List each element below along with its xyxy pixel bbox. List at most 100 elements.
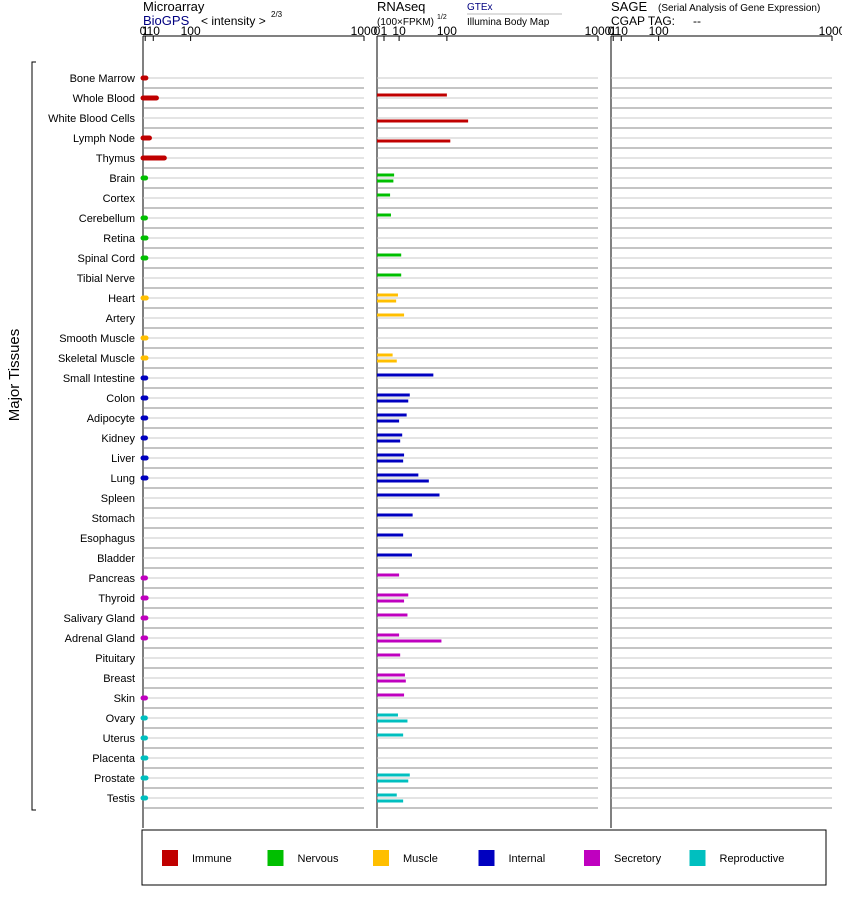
tissue-label: Adipocyte xyxy=(87,413,135,425)
tissue-row: Breast xyxy=(103,673,832,689)
tissue-row: Lymph Node xyxy=(73,133,832,149)
legend-item: Immune xyxy=(162,850,232,866)
tissue-row: Stomach xyxy=(92,513,832,529)
tissue-row: Adrenal Gland xyxy=(65,633,832,649)
legend-label: Nervous xyxy=(298,853,339,865)
tissue-label: Bladder xyxy=(97,553,135,565)
tissue-row: Thymus xyxy=(96,153,832,169)
tissue-label: Adrenal Gland xyxy=(65,633,135,645)
legend-swatch xyxy=(373,850,389,866)
rnaseq-title: RNAseq xyxy=(377,0,425,14)
axis-tick-label: 0 xyxy=(374,24,381,38)
axis-tick-label: 0 xyxy=(140,24,147,38)
axis-tick-label: 10 xyxy=(615,24,629,38)
major-tissues-label: Major Tissues xyxy=(6,329,23,422)
tissue-row: Uterus xyxy=(103,733,832,749)
tissue-row: Salivary Gland xyxy=(63,613,832,629)
axis-tick-label: 1000 xyxy=(585,24,612,38)
tissue-label: Spinal Cord xyxy=(78,253,135,265)
tissue-row: Placenta xyxy=(92,753,832,769)
legend-label: Muscle xyxy=(403,853,438,865)
legend-item: Internal xyxy=(478,850,545,866)
axis-tick-label: 0 xyxy=(608,24,615,38)
tissue-row: Tibial Nerve xyxy=(77,273,832,289)
tissue-row: Pituitary xyxy=(95,653,832,669)
illumina-body-map-label: Illumina Body Map xyxy=(467,17,550,28)
tissue-label: Cerebellum xyxy=(79,213,135,225)
tissue-label: Liver xyxy=(111,453,135,465)
cgap-tag-label: CGAP TAG: xyxy=(611,14,675,28)
tissue-label: Breast xyxy=(103,673,135,685)
rnaseq-header: RNAseq (100×FPKM) 1/2 GTEx Illumina Body… xyxy=(377,0,562,28)
tissue-label: Pancreas xyxy=(89,573,136,585)
legend-label: Immune xyxy=(192,853,232,865)
tissue-label: Heart xyxy=(108,293,135,305)
tissue-label: Thymus xyxy=(96,153,136,165)
tissue-row: Spinal Cord xyxy=(78,253,832,269)
tissue-row: Skin xyxy=(114,693,832,709)
tissue-label: Lung xyxy=(111,473,135,485)
tissue-label: Stomach xyxy=(92,513,135,525)
tissue-row: Colon xyxy=(106,393,832,409)
tissue-label: Whole Blood xyxy=(73,93,135,105)
tissue-label: Thyroid xyxy=(98,593,135,605)
panels-layer: 011010010000110100100001101001000 xyxy=(140,24,842,828)
gtex-link[interactable]: GTEx xyxy=(467,2,493,13)
legend-swatch xyxy=(689,850,706,866)
tissue-row: Kidney xyxy=(101,433,832,449)
tissue-label: Esophagus xyxy=(80,533,136,545)
tissue-row: Cerebellum xyxy=(79,213,832,229)
tissue-row: Whole Blood xyxy=(73,93,832,109)
tissue-row: Retina xyxy=(103,233,832,249)
microarray-title: Microarray xyxy=(143,0,205,14)
axis-tick-label: 100 xyxy=(437,24,457,38)
tissue-row: Esophagus xyxy=(80,533,832,549)
legend-item: Secretory xyxy=(584,850,662,866)
legend-swatch xyxy=(584,850,600,866)
tissue-label: Pituitary xyxy=(95,653,135,665)
axis-tick-label: 100 xyxy=(181,24,201,38)
tissue-label: Skeletal Muscle xyxy=(58,353,135,365)
tissue-label: White Blood Cells xyxy=(48,113,135,125)
tissue-row: Bone Marrow xyxy=(70,73,832,89)
tissue-row: White Blood Cells xyxy=(48,113,832,129)
tissue-label: Kidney xyxy=(101,433,135,445)
tissue-row: Prostate xyxy=(94,773,832,789)
tissue-label: Brain xyxy=(109,173,135,185)
tissue-label: Prostate xyxy=(94,773,135,785)
tissue-row: Spleen xyxy=(101,493,832,509)
tissue-row: Liver xyxy=(111,453,832,469)
tissue-row: Pancreas xyxy=(89,573,832,589)
tissue-row: Brain xyxy=(109,173,832,189)
rnaseq-panel: 0 1 10 100 1000 xyxy=(374,24,612,828)
axis-tick-label: 1000 xyxy=(351,24,378,38)
tissue-label: Small Intestine xyxy=(63,373,135,385)
tissue-label: Colon xyxy=(106,393,135,405)
legend-label: Reproductive xyxy=(720,853,785,865)
axis-tick-label: 10 xyxy=(392,24,406,38)
tissue-label: Skin xyxy=(114,693,135,705)
rows-layer: Bone Marrow Whole Blood White Blood Cells L… xyxy=(48,73,832,809)
tissue-row: Thyroid xyxy=(98,593,832,609)
tissue-label: Testis xyxy=(107,793,136,805)
microarray-scale-exponent: 2/3 xyxy=(271,10,283,19)
biogps-link[interactable]: BioGPS xyxy=(143,13,190,28)
tissue-label: Lymph Node xyxy=(73,133,135,145)
legend-item: Muscle xyxy=(373,850,438,866)
sage-title: SAGE xyxy=(611,0,647,14)
tissue-row: Heart xyxy=(108,293,832,309)
tissue-row: Small Intestine xyxy=(63,373,832,389)
rnaseq-scale-label: (100×FPKM) xyxy=(377,17,434,28)
sage-header: SAGE (Serial Analysis of Gene Expression… xyxy=(611,0,820,28)
tissue-label: Bone Marrow xyxy=(70,73,135,85)
sage-subtitle: (Serial Analysis of Gene Expression) xyxy=(658,3,820,14)
tissue-row: Cortex xyxy=(103,193,832,209)
axis-tick-label: 100 xyxy=(649,24,669,38)
tissue-row: Bladder xyxy=(97,553,832,569)
legend-swatch xyxy=(162,850,178,866)
legend: Immune Nervous Muscle Internal Secretory Repr… xyxy=(162,850,784,866)
tissue-label: Spleen xyxy=(101,493,135,505)
microarray-header: Microarray BioGPS < intensity > 2/3 xyxy=(143,0,283,28)
